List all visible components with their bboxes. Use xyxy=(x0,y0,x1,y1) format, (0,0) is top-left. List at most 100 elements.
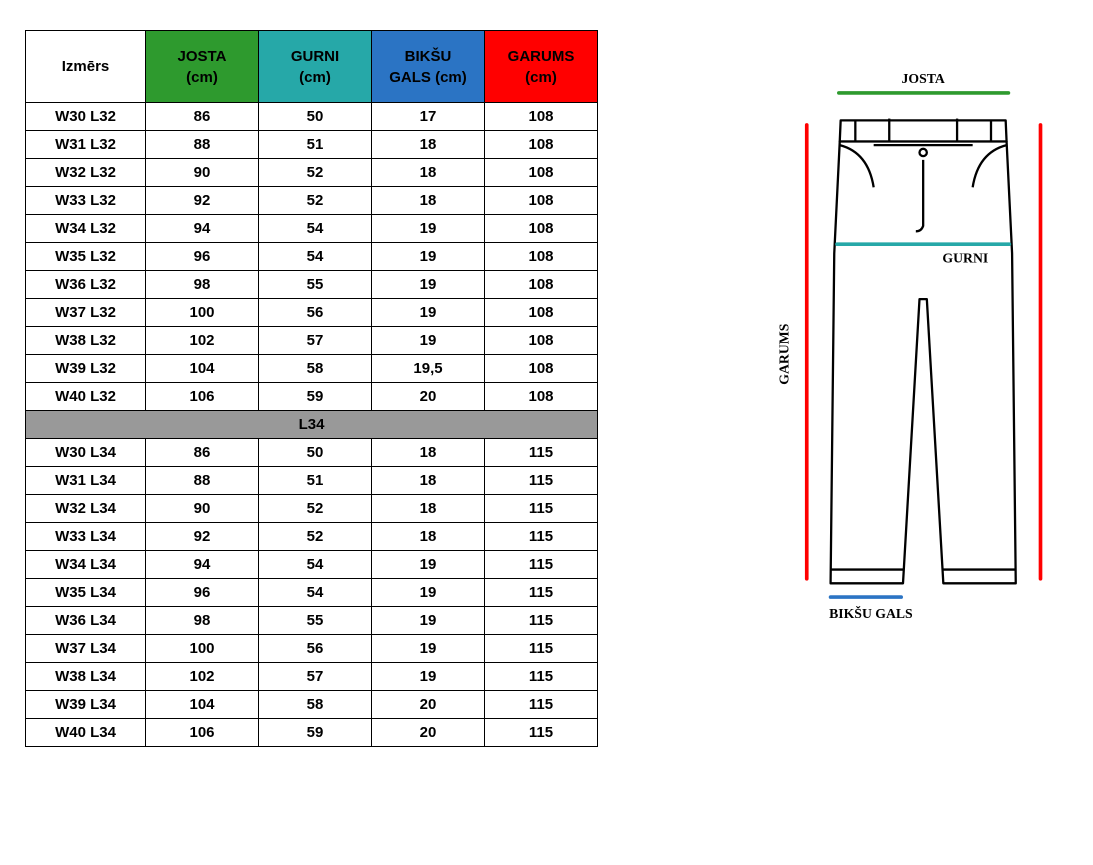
cell-value: 106 xyxy=(146,719,259,747)
table-row: W35 L32965419108 xyxy=(26,243,598,271)
gurni-label: GURNI xyxy=(942,250,988,265)
table-row: W36 L32985519108 xyxy=(26,271,598,299)
cell-value: 115 xyxy=(485,579,598,607)
cell-value: 19 xyxy=(372,551,485,579)
cell-value: 58 xyxy=(259,691,372,719)
cell-size: W30 L34 xyxy=(26,439,146,467)
table-row: W34 L32945419108 xyxy=(26,215,598,243)
header-garums: GARUMS(cm) xyxy=(485,31,598,103)
size-table-container: Izmērs JOSTA(cm) GURNI(cm) BIKŠUGALS (cm… xyxy=(25,30,598,747)
cell-value: 102 xyxy=(146,663,259,691)
cell-size: W36 L34 xyxy=(26,607,146,635)
cell-value: 108 xyxy=(485,215,598,243)
table-row: W37 L341005619115 xyxy=(26,635,598,663)
cell-size: W30 L32 xyxy=(26,103,146,131)
size-table: Izmērs JOSTA(cm) GURNI(cm) BIKŠUGALS (cm… xyxy=(25,30,598,747)
header-josta: JOSTA(cm) xyxy=(146,31,259,103)
cell-value: 18 xyxy=(372,467,485,495)
table-header-row: Izmērs JOSTA(cm) GURNI(cm) BIKŠUGALS (cm… xyxy=(26,31,598,103)
table-row: W30 L32865017108 xyxy=(26,103,598,131)
cell-size: W39 L34 xyxy=(26,691,146,719)
cell-value: 52 xyxy=(259,159,372,187)
table-row: W30 L34865018115 xyxy=(26,439,598,467)
table-row: W38 L341025719115 xyxy=(26,663,598,691)
cell-value: 56 xyxy=(259,635,372,663)
cell-value: 57 xyxy=(259,327,372,355)
header-gurni: GURNI(cm) xyxy=(259,31,372,103)
cell-value: 115 xyxy=(485,663,598,691)
cell-value: 108 xyxy=(485,131,598,159)
cell-value: 92 xyxy=(146,523,259,551)
cell-value: 108 xyxy=(485,327,598,355)
cell-value: 108 xyxy=(485,243,598,271)
cell-size: W34 L34 xyxy=(26,551,146,579)
cell-value: 115 xyxy=(485,467,598,495)
cell-value: 20 xyxy=(372,383,485,411)
cell-value: 88 xyxy=(146,467,259,495)
cell-value: 106 xyxy=(146,383,259,411)
cell-value: 90 xyxy=(146,159,259,187)
pants-diagram: JOSTA GARUMS xyxy=(738,70,1068,638)
cell-value: 59 xyxy=(259,719,372,747)
cell-value: 86 xyxy=(146,439,259,467)
cell-value: 108 xyxy=(485,103,598,131)
cell-value: 108 xyxy=(485,355,598,383)
pants-outline xyxy=(831,119,1016,584)
cell-value: 18 xyxy=(372,439,485,467)
cell-value: 18 xyxy=(372,187,485,215)
cell-size: W35 L34 xyxy=(26,579,146,607)
cell-size: W39 L32 xyxy=(26,355,146,383)
cell-size: W40 L34 xyxy=(26,719,146,747)
table-row: W33 L34925218115 xyxy=(26,523,598,551)
cell-value: 51 xyxy=(259,467,372,495)
cell-value: 98 xyxy=(146,271,259,299)
cell-value: 115 xyxy=(485,495,598,523)
cell-value: 52 xyxy=(259,495,372,523)
cell-size: W31 L32 xyxy=(26,131,146,159)
cell-size: W32 L34 xyxy=(26,495,146,523)
cell-value: 20 xyxy=(372,719,485,747)
biksu-label: BIKŠU GALS xyxy=(829,605,913,621)
cell-size: W37 L32 xyxy=(26,299,146,327)
cell-value: 94 xyxy=(146,215,259,243)
cell-size: W38 L34 xyxy=(26,663,146,691)
cell-value: 56 xyxy=(259,299,372,327)
cell-value: 115 xyxy=(485,523,598,551)
cell-size: W32 L32 xyxy=(26,159,146,187)
cell-value: 59 xyxy=(259,383,372,411)
cell-size: W38 L32 xyxy=(26,327,146,355)
cell-size: W33 L34 xyxy=(26,523,146,551)
cell-value: 54 xyxy=(259,579,372,607)
cell-value: 115 xyxy=(485,691,598,719)
cell-value: 96 xyxy=(146,579,259,607)
header-size: Izmērs xyxy=(26,31,146,103)
cell-value: 115 xyxy=(485,551,598,579)
cell-value: 92 xyxy=(146,187,259,215)
cell-size: W31 L34 xyxy=(26,467,146,495)
cell-value: 52 xyxy=(259,523,372,551)
cell-value: 100 xyxy=(146,299,259,327)
cell-value: 102 xyxy=(146,327,259,355)
separator-row: L34 xyxy=(26,411,598,439)
josta-label: JOSTA xyxy=(902,71,945,86)
cell-size: W36 L32 xyxy=(26,271,146,299)
cell-value: 19,5 xyxy=(372,355,485,383)
cell-value: 108 xyxy=(485,299,598,327)
cell-value: 55 xyxy=(259,271,372,299)
cell-value: 50 xyxy=(259,103,372,131)
cell-size: W37 L34 xyxy=(26,635,146,663)
cell-value: 108 xyxy=(485,383,598,411)
table-row: W37 L321005619108 xyxy=(26,299,598,327)
garums-label: GARUMS xyxy=(776,323,791,384)
cell-value: 18 xyxy=(372,131,485,159)
separator-label: L34 xyxy=(26,411,598,439)
cell-value: 88 xyxy=(146,131,259,159)
cell-value: 104 xyxy=(146,355,259,383)
cell-size: W40 L32 xyxy=(26,383,146,411)
cell-value: 19 xyxy=(372,579,485,607)
cell-value: 98 xyxy=(146,607,259,635)
cell-value: 115 xyxy=(485,635,598,663)
table-row: W34 L34945419115 xyxy=(26,551,598,579)
cell-value: 54 xyxy=(259,215,372,243)
table-row: W33 L32925218108 xyxy=(26,187,598,215)
